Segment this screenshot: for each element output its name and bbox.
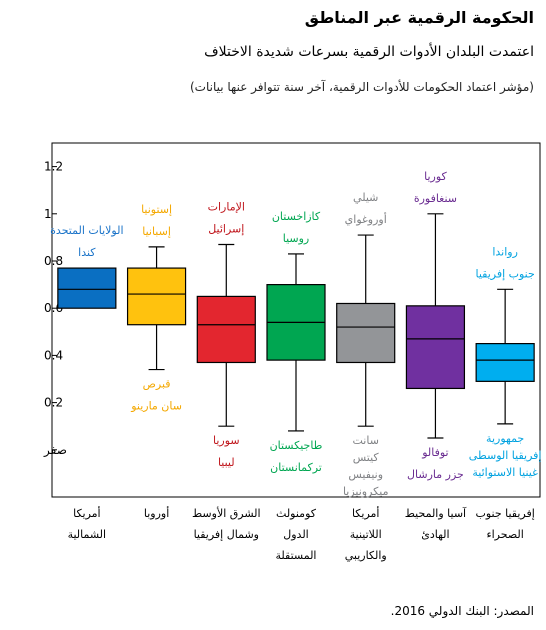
box-group: شيلي أوروغواي سانت كيتس ونيفيس ميكرونيزيا أمري… (336, 191, 396, 562)
plot-frame (51, 142, 541, 498)
iqr-box (126, 267, 187, 326)
top-country-label: روسيا (283, 232, 310, 245)
x-category-label: الهادئ (421, 528, 449, 541)
bottom-country-label: ونيفيس (348, 468, 383, 481)
y-tick-label: 0.8 (44, 254, 63, 268)
iqr-box (405, 305, 466, 390)
x-category-label: اللاتينية (350, 528, 382, 541)
y-tick-label: 1 (44, 207, 52, 221)
bottom-country-label: قبرص (143, 378, 171, 391)
x-category-label: الصحراء (486, 528, 523, 541)
bottom-country-label: طاجيكستان (270, 439, 323, 452)
top-country-label: الإمارات (208, 200, 245, 213)
top-country-label: إستونيا (141, 203, 172, 216)
bottom-country-label: ميكرونيزيا (343, 485, 389, 498)
iqr-box (336, 302, 396, 364)
box-group: كازاخستان روسيا طاجيكستان تركمانستان كومنولث… (266, 210, 326, 562)
top-country-label: إسرائيل (208, 222, 244, 235)
x-category-label: الدول (283, 528, 309, 541)
top-country-label: جنوب إفريقيا (475, 267, 534, 280)
y-tick-label: 0.4 (44, 348, 63, 362)
bottom-country-label: تركمانستان (270, 461, 322, 474)
box-group: كوريا سنغافورة توفالو جزر مارشال آسيا والمحي… (405, 170, 467, 541)
x-category-label: والكاريبي (345, 549, 387, 562)
top-country-label: رواندا (492, 245, 518, 258)
bottom-country-label: سوريا (213, 434, 240, 447)
bottom-country-label: جزر مارشال (407, 468, 464, 481)
top-country-label: كندا (78, 246, 96, 259)
x-category-label: المستقلة (275, 549, 316, 562)
bottom-country-label: كيتس (353, 451, 380, 464)
top-country-label: أوروغواي (345, 212, 387, 226)
top-country-label: سنغافورة (414, 192, 457, 205)
bottom-country-label: غينيا الاستوائية (472, 466, 538, 479)
bottom-country-label: سان مارينو (130, 400, 182, 413)
bottom-country-label: جمهورية (486, 432, 524, 445)
top-country-label: الولايات المتحدة (50, 224, 123, 237)
x-category-label: الشمالية (68, 528, 107, 541)
bottom-country-label: ليبيا (218, 456, 235, 469)
x-category-label: آسيا والمحيط (405, 506, 467, 520)
x-category-label: أمريكا (352, 506, 380, 520)
iqr-box (196, 295, 256, 364)
x-category-label: إفريقيا جنوب (475, 507, 534, 520)
top-country-label: إسبانيا (142, 225, 171, 238)
y-tick-label: 0.2 (44, 396, 63, 410)
bottom-country-label: سانت (352, 434, 378, 447)
top-country-label: كوريا (424, 170, 447, 183)
source-note: المصدر: البنك الدولي 2016. (390, 604, 534, 618)
iqr-box (475, 343, 535, 382)
box-group: إستونيا إسبانيا قبرص سان مارينو أوروبا (126, 203, 187, 520)
box-group: الولايات المتحدة كندا أمريكا الشمالية (50, 224, 123, 541)
y-tick-label: 1.2 (44, 160, 63, 174)
x-category-label: كومنولث (276, 507, 317, 520)
box-group: الإمارات إسرائيل سوريا ليبيا الشرق الأوسط وشم… (192, 200, 261, 541)
x-category-label: الشرق الأوسط (192, 506, 261, 520)
top-country-label: شيلي (353, 191, 378, 204)
box-group: رواندا جنوب إفريقيا جمهورية إفريقيا الوسطى غ… (469, 245, 542, 541)
x-category-label: وشمال إفريقيا (194, 528, 259, 541)
chart-note: (مؤشر اعتماد الحكومات للأدوات الرقمية، آ… (189, 80, 534, 94)
chart-title: الحكومة الرقمية عبر المناطق (304, 8, 534, 27)
bottom-country-label: توفالو (421, 446, 448, 459)
iqr-box (57, 267, 117, 309)
x-category-label: أوروبا (144, 506, 169, 520)
top-country-label: كازاخستان (272, 210, 321, 223)
y-tick-label: صفر (43, 443, 67, 458)
x-category-label: أمريكا (73, 506, 101, 520)
bottom-country-label: إفريقيا الوسطى (469, 449, 542, 462)
chart-subtitle: اعتمدت البلدان الأدوات الرقمية بسرعات شد… (204, 44, 534, 60)
